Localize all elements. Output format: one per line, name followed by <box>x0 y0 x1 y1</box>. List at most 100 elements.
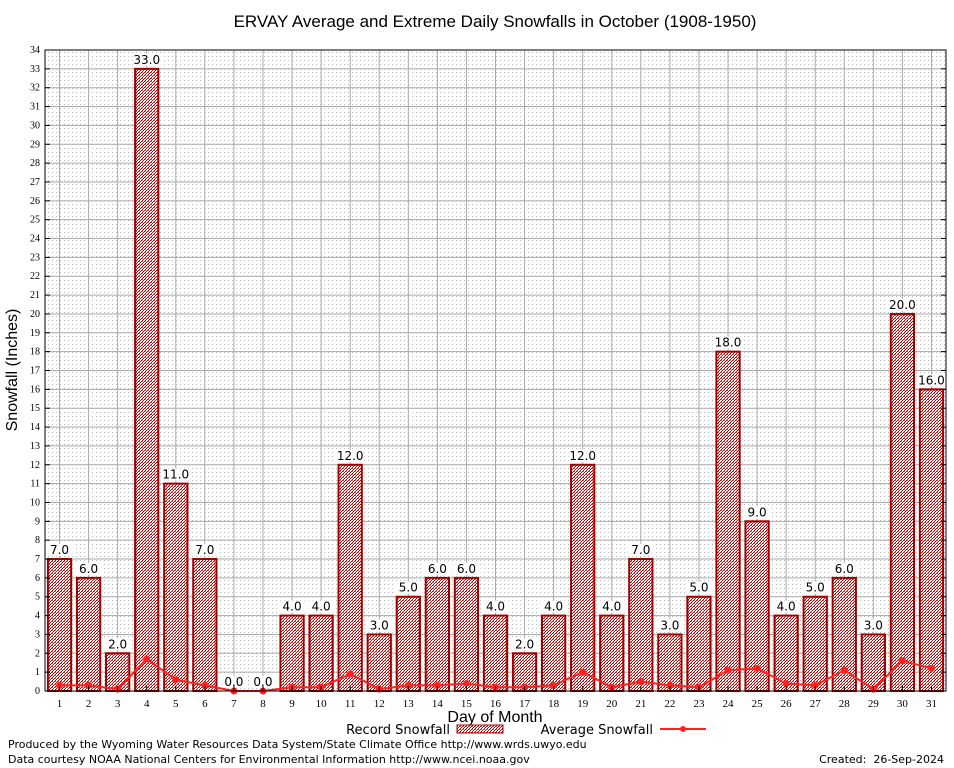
average-point <box>56 681 64 689</box>
record-bar <box>889 312 916 692</box>
tick-label-y: 16 <box>30 384 40 395</box>
tick-label-x: 18 <box>548 698 560 710</box>
bar-value-label: 3.0 <box>864 618 883 632</box>
bar-value-label: 6.0 <box>79 562 98 576</box>
tick-label-y: 20 <box>30 309 40 320</box>
tick-label-y: 10 <box>30 497 40 508</box>
bar-label-bg <box>74 562 103 575</box>
tick-label-y: 15 <box>30 403 40 414</box>
bar-label-bg <box>219 676 248 688</box>
tick-label-y: 26 <box>30 196 40 207</box>
bar-label-bg <box>365 619 394 632</box>
tick-label-y: 14 <box>30 422 40 433</box>
tick-label-y: 18 <box>30 347 40 358</box>
bar-value-label: 4.0 <box>486 600 505 614</box>
bar-label-bg <box>336 449 365 462</box>
bar-label-bg <box>568 449 597 462</box>
average-point <box>579 668 587 676</box>
chart-title: ERVAY Average and Extreme Daily Snowfall… <box>234 12 757 31</box>
bar-value-label: 7.0 <box>195 543 214 557</box>
bar-label-bg <box>248 676 277 688</box>
bar-label-bg <box>307 600 336 613</box>
record-bar <box>105 652 131 693</box>
bar-value-label: 6.0 <box>835 562 854 576</box>
record-bar <box>75 576 102 692</box>
tick-label-x: 8 <box>260 698 266 710</box>
bar-value-label: 7.0 <box>50 543 69 557</box>
bar-value-label: 18.0 <box>715 336 742 350</box>
tick-label-y: 34 <box>30 45 40 56</box>
bar-label-bg <box>859 619 888 632</box>
legend: Record Snowfall Average Snowfall <box>346 723 706 738</box>
bar-value-label: 4.0 <box>312 600 331 614</box>
bar-label-bg <box>655 619 684 632</box>
average-point <box>85 681 93 689</box>
tick-label-y: 21 <box>30 290 40 301</box>
y-axis-label: Snowfall (Inches) <box>4 309 21 432</box>
bar-label-bg <box>772 600 801 613</box>
bar-label-bg <box>830 562 859 575</box>
legend-average-marker <box>680 726 686 732</box>
bar-label-bg <box>45 544 74 557</box>
legend-record-swatch <box>456 724 504 734</box>
tick-label-y: 23 <box>30 252 40 263</box>
bar-label-bg <box>801 581 830 594</box>
bar-label-bg <box>423 562 452 575</box>
bar-value-label: 4.0 <box>777 600 796 614</box>
record-bar <box>337 463 363 692</box>
bar-value-label: 0.0 <box>224 675 243 689</box>
bar-value-label: 12.0 <box>569 449 596 463</box>
average-point <box>927 664 935 672</box>
bar-label-bg <box>743 506 772 519</box>
created-date: Created: 26-Sep-2024 <box>819 753 944 766</box>
bar-value-label: 3.0 <box>660 618 679 632</box>
bar-value-label: 16.0 <box>918 373 945 387</box>
record-bar <box>541 614 567 693</box>
average-point <box>898 657 906 665</box>
bar-label-bg <box>714 336 743 349</box>
bar-label-bg <box>626 544 655 557</box>
bar-label-bg <box>917 374 946 387</box>
tick-label-y: 33 <box>30 64 40 75</box>
bar-label-bg <box>510 638 539 651</box>
tick-label-y: 28 <box>30 158 40 169</box>
record-bar <box>134 67 160 692</box>
record-bar <box>46 558 73 692</box>
bar-value-label: 4.0 <box>283 600 302 614</box>
tick-label-x: 29 <box>868 698 880 710</box>
bar-label-bg <box>394 581 423 594</box>
tick-label-y: 25 <box>30 215 40 226</box>
average-point <box>724 666 732 674</box>
average-point <box>782 679 790 687</box>
tick-label-y: 19 <box>30 328 40 339</box>
bar-value-label: 7.0 <box>631 543 650 557</box>
average-point <box>550 681 558 689</box>
tick-label-x: 23 <box>693 698 705 710</box>
record-bar <box>395 595 421 692</box>
bar-value-label: 0.0 <box>253 675 272 689</box>
credit-wrds: Produced by the Wyoming Water Resources … <box>8 738 587 751</box>
bar-value-label: 11.0 <box>162 468 189 482</box>
bar-label-bg <box>684 581 713 594</box>
tick-label-x: 15 <box>461 698 473 710</box>
tick-label-y: 13 <box>30 441 40 452</box>
bar-value-label: 4.0 <box>544 600 563 614</box>
tick-label-y: 27 <box>30 177 40 188</box>
tick-label-x: 11 <box>345 698 356 710</box>
tick-label-y: 24 <box>30 234 40 245</box>
tick-label-x: 31 <box>926 698 937 710</box>
record-bar <box>308 614 334 693</box>
bar-label-bg <box>452 562 481 575</box>
average-point <box>811 681 819 689</box>
legend-record-label: Record Snowfall <box>346 723 450 738</box>
tick-label-x: 12 <box>374 698 385 710</box>
tick-label-x: 1 <box>57 698 63 710</box>
tick-label-x: 2 <box>86 698 92 710</box>
tick-label-y: 6 <box>35 573 40 584</box>
bar-value-label: 6.0 <box>457 562 476 576</box>
tick-label-x: 25 <box>752 698 764 710</box>
bar-label-bg <box>132 53 161 66</box>
tick-label-y: 8 <box>35 535 40 546</box>
credit-noaa: Data courtesy NOAA National Centers for … <box>8 753 530 766</box>
record-bar <box>802 595 828 692</box>
